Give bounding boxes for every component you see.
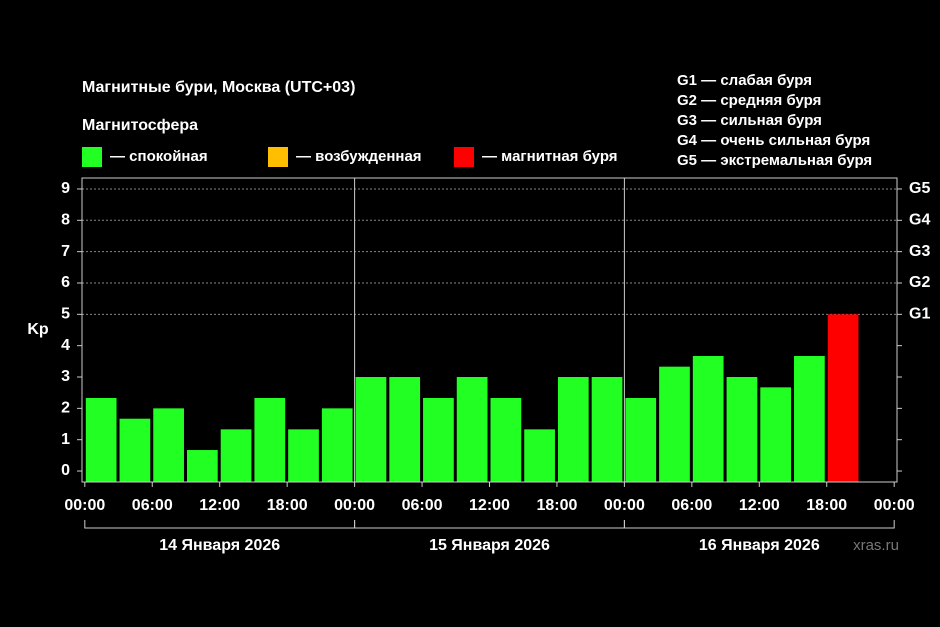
day-label: 14 Января 2026 [159,537,280,554]
g-scale-entry: G4 — очень сильная буря [677,132,870,149]
y-tick-label: 8 [61,212,70,229]
bar [355,377,387,482]
bar [423,398,454,482]
chart-title: Магнитные бури, Москва (UTC+03) [82,79,355,96]
watermark: xras.ru [853,537,899,554]
day-label: 16 Января 2026 [699,537,820,554]
x-tick-label: 00:00 [874,497,915,514]
bar [625,398,657,482]
bar [456,377,488,482]
y2-tick-label: G2 [909,274,930,291]
y2-tick-label: G5 [909,180,930,197]
bar [85,398,117,482]
bar [153,408,184,482]
bar [186,450,218,482]
g-scale-entry: G5 — экстремальная буря [677,152,872,169]
y-tick-label: 0 [61,462,70,479]
legend-swatch [82,147,102,167]
bar [254,398,286,482]
bar [557,377,589,482]
y-tick-label: 1 [61,431,70,448]
bar [119,418,151,482]
g-scale-entry: G3 — сильная буря [677,112,822,129]
y-tick-label: 6 [61,274,70,291]
legend-label: — спокойная [110,148,208,165]
bar [591,377,623,482]
y-tick-label: 7 [61,243,70,260]
y2-tick-label: G3 [909,243,930,260]
bar [794,356,825,482]
legend-title: Магнитосфера [82,117,198,134]
y2-tick-label: G4 [909,212,930,229]
x-tick-label: 18:00 [806,497,847,514]
g-scale-entry: G1 — слабая буря [677,72,812,89]
x-tick-label: 12:00 [739,497,780,514]
day-bracket [623,520,895,529]
g-scale-entry: G2 — средняя буря [677,92,821,109]
y-tick-label: 5 [61,306,70,323]
x-tick-label: 06:00 [402,497,443,514]
y2-tick-label: G1 [909,306,930,323]
x-tick-label: 12:00 [199,497,240,514]
bar [827,314,859,482]
bar [220,429,252,482]
bar [659,366,690,482]
y-tick-label: 9 [61,180,70,197]
legend-label: — магнитная буря [482,148,618,165]
y-tick-label: 4 [61,337,70,354]
day-label: 15 Января 2026 [429,537,550,554]
bar [692,356,724,482]
bar [288,429,319,482]
bar [760,387,792,482]
x-tick-label: 00:00 [64,497,105,514]
bar [389,377,421,482]
x-tick-label: 12:00 [469,497,510,514]
legend-swatch [454,147,474,167]
x-tick-label: 18:00 [536,497,577,514]
x-tick-label: 00:00 [604,497,645,514]
y-tick-label: 2 [61,400,70,417]
legend-label: — возбужденная [296,148,422,165]
y-axis-label: Kp [27,321,49,338]
legend-swatch [268,147,288,167]
y-tick-label: 3 [61,368,70,385]
x-tick-label: 06:00 [132,497,173,514]
x-tick-label: 06:00 [671,497,712,514]
x-tick-label: 00:00 [334,497,375,514]
bar [321,408,353,482]
bar [524,429,555,482]
x-tick-label: 18:00 [267,497,308,514]
bar [490,398,522,482]
bar [726,377,758,482]
